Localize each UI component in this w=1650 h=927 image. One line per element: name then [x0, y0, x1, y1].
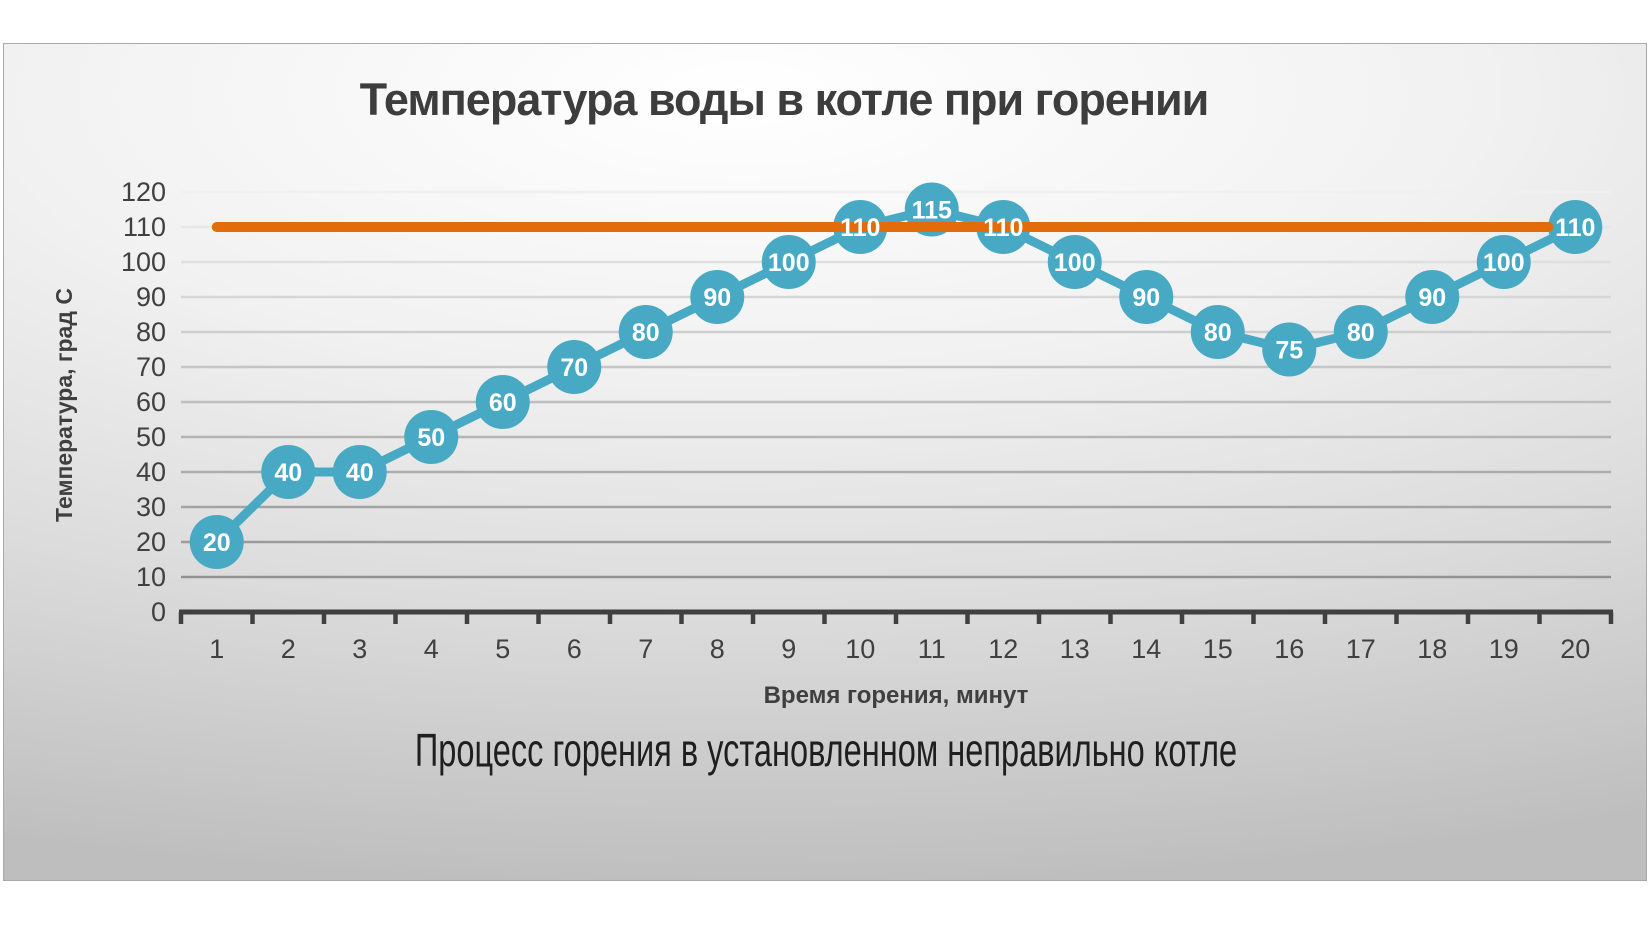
svg-text:10: 10: [845, 634, 875, 664]
svg-text:16: 16: [1274, 634, 1304, 664]
svg-text:20: 20: [203, 529, 231, 557]
svg-text:19: 19: [1489, 634, 1519, 664]
svg-text:110: 110: [983, 214, 1023, 242]
svg-text:80: 80: [1347, 319, 1375, 347]
svg-text:90: 90: [136, 282, 166, 312]
svg-text:2: 2: [281, 634, 296, 664]
svg-text:6: 6: [567, 634, 582, 664]
x-axis-title: Время горения, минут: [763, 682, 1029, 709]
svg-text:90: 90: [1132, 284, 1160, 312]
svg-text:80: 80: [632, 319, 660, 347]
svg-text:100: 100: [768, 249, 810, 277]
svg-text:18: 18: [1417, 634, 1447, 664]
svg-text:60: 60: [136, 387, 166, 417]
svg-text:13: 13: [1060, 634, 1090, 664]
svg-text:20: 20: [136, 527, 166, 557]
svg-text:100: 100: [1483, 249, 1525, 277]
svg-text:1: 1: [209, 634, 224, 664]
svg-text:110: 110: [123, 212, 166, 242]
svg-text:100: 100: [1054, 249, 1096, 277]
svg-text:90: 90: [1418, 284, 1446, 312]
svg-text:12: 12: [988, 634, 1018, 664]
svg-text:90: 90: [703, 284, 731, 312]
svg-text:115: 115: [912, 197, 952, 225]
svg-text:40: 40: [274, 459, 302, 487]
y-axis-title: Температура, град С: [51, 288, 77, 522]
svg-text:9: 9: [781, 634, 796, 664]
svg-text:4: 4: [424, 634, 439, 664]
svg-text:75: 75: [1275, 337, 1303, 365]
svg-text:120: 120: [121, 177, 166, 207]
svg-text:7: 7: [638, 634, 653, 664]
svg-text:70: 70: [136, 352, 166, 382]
svg-text:5: 5: [495, 634, 510, 664]
svg-text:40: 40: [136, 457, 166, 487]
svg-text:40: 40: [346, 459, 374, 487]
svg-text:50: 50: [417, 424, 445, 452]
svg-text:8: 8: [710, 634, 725, 664]
svg-text:17: 17: [1346, 634, 1376, 664]
chart-title: Температура воды в котле при горении: [359, 74, 1210, 125]
svg-text:80: 80: [1204, 319, 1232, 347]
svg-text:11: 11: [918, 634, 946, 664]
svg-text:50: 50: [136, 422, 166, 452]
svg-text:80: 80: [136, 317, 166, 347]
svg-text:20: 20: [1560, 634, 1590, 664]
svg-text:15: 15: [1203, 634, 1233, 664]
chart-caption: Процесс горения в установленном неправил…: [414, 724, 1238, 776]
svg-text:100: 100: [121, 247, 166, 277]
svg-text:70: 70: [560, 354, 588, 382]
svg-text:0: 0: [151, 597, 166, 627]
svg-text:3: 3: [352, 634, 367, 664]
svg-text:60: 60: [489, 389, 517, 417]
svg-text:110: 110: [1555, 214, 1595, 242]
svg-text:30: 30: [136, 492, 166, 522]
svg-text:14: 14: [1131, 634, 1161, 664]
svg-text:10: 10: [136, 562, 166, 592]
chart-panel: Температура воды в котле при горении 0 10…: [3, 43, 1647, 881]
svg-text:110: 110: [840, 214, 880, 242]
